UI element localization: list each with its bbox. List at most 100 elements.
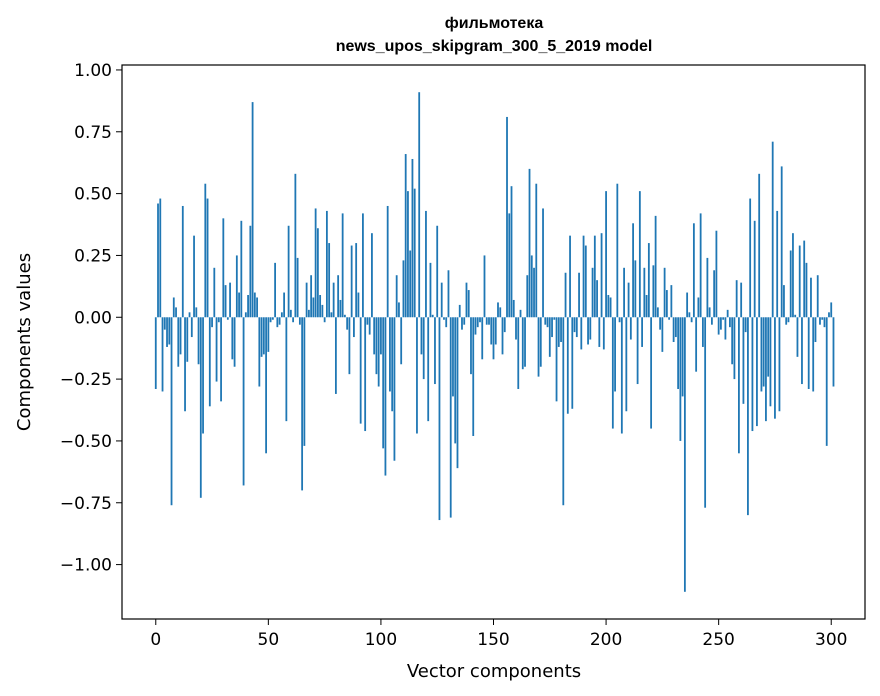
bar xyxy=(161,317,164,392)
bar xyxy=(713,270,716,318)
bar xyxy=(307,309,310,318)
bar xyxy=(510,186,513,318)
bar xyxy=(683,317,686,592)
bar xyxy=(285,317,288,422)
bar xyxy=(814,317,817,342)
bar xyxy=(337,275,340,318)
bar xyxy=(449,317,452,518)
bar xyxy=(330,312,333,318)
bar xyxy=(384,317,387,476)
y-tick-label: 1.00 xyxy=(74,61,112,81)
bar xyxy=(170,317,173,506)
bar xyxy=(760,317,763,392)
bar xyxy=(208,317,211,407)
plot-frame xyxy=(121,64,866,620)
bar xyxy=(292,317,295,323)
bar xyxy=(465,282,468,318)
bar xyxy=(783,285,785,318)
bar xyxy=(186,317,189,362)
bar xyxy=(780,166,783,318)
bar xyxy=(560,317,562,342)
bar xyxy=(339,299,342,318)
bar xyxy=(215,317,218,382)
bar xyxy=(751,317,754,432)
bar xyxy=(807,317,810,389)
bar xyxy=(393,317,396,461)
bar xyxy=(665,290,668,318)
bar xyxy=(436,225,439,318)
bar xyxy=(661,317,664,352)
bar xyxy=(636,317,639,385)
bar xyxy=(816,275,819,318)
bar xyxy=(776,210,779,318)
bar xyxy=(744,317,747,333)
bar xyxy=(431,314,434,318)
bar xyxy=(690,317,693,323)
bar xyxy=(668,317,671,320)
bar xyxy=(708,307,711,318)
bar xyxy=(314,208,317,318)
bar xyxy=(656,307,659,318)
bar xyxy=(609,297,612,318)
bar xyxy=(830,302,833,318)
bar xyxy=(458,304,461,318)
bar xyxy=(593,235,596,318)
bar xyxy=(456,317,459,469)
bar xyxy=(771,141,774,318)
x-tick-label: 150 xyxy=(477,630,509,650)
bar xyxy=(413,188,416,318)
bar xyxy=(753,220,756,318)
bar xyxy=(533,267,535,318)
bar xyxy=(371,233,373,318)
bar xyxy=(316,228,319,318)
bar xyxy=(238,292,240,318)
bar xyxy=(524,317,526,367)
bar xyxy=(350,245,353,318)
bar xyxy=(362,213,364,318)
bar xyxy=(386,205,389,318)
x-tick-label: 100 xyxy=(365,630,397,650)
bar xyxy=(377,317,380,387)
bar xyxy=(168,317,171,345)
bar xyxy=(677,317,680,389)
bar xyxy=(537,317,540,377)
bar xyxy=(796,317,799,357)
bar xyxy=(699,213,702,318)
bar xyxy=(738,317,740,454)
bar xyxy=(821,317,824,320)
bar xyxy=(440,282,443,318)
bar xyxy=(620,317,623,434)
bar xyxy=(425,210,427,318)
bar xyxy=(197,317,200,365)
bar xyxy=(562,317,565,506)
bar xyxy=(159,198,162,318)
bar xyxy=(803,240,806,318)
bar xyxy=(785,317,788,325)
bar xyxy=(400,317,403,365)
bar xyxy=(224,285,227,318)
bar xyxy=(623,267,625,318)
bar xyxy=(767,317,770,377)
bar xyxy=(503,317,506,333)
bar xyxy=(163,317,166,330)
bar xyxy=(177,317,180,367)
bar xyxy=(321,304,324,318)
bar xyxy=(654,215,657,318)
bar xyxy=(357,292,360,318)
bar xyxy=(193,235,195,318)
bar xyxy=(409,250,412,318)
bar xyxy=(575,317,578,338)
bar xyxy=(470,317,472,375)
bar xyxy=(789,250,792,318)
bar xyxy=(485,317,488,325)
bar xyxy=(616,183,619,318)
bar xyxy=(535,183,538,318)
bar xyxy=(787,317,790,323)
bar xyxy=(359,317,362,424)
bar xyxy=(355,243,358,318)
bar xyxy=(812,317,815,392)
bar xyxy=(692,223,695,318)
y-tick-label: −0.75 xyxy=(60,494,112,514)
bar xyxy=(476,317,479,328)
bar xyxy=(301,317,304,491)
